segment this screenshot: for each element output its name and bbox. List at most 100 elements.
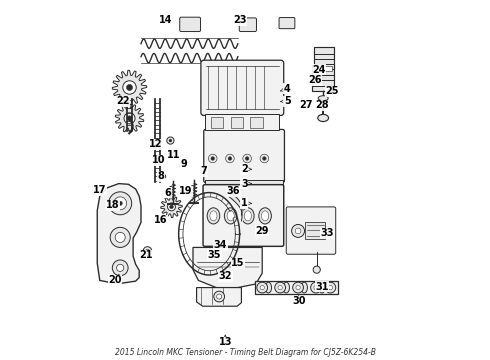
Ellipse shape [245, 211, 251, 221]
Ellipse shape [318, 114, 329, 122]
Circle shape [127, 116, 132, 121]
Bar [314, 66, 332, 71]
FancyBboxPatch shape [180, 17, 200, 32]
Text: 22: 22 [116, 96, 130, 106]
Text: 23: 23 [233, 15, 246, 26]
Polygon shape [161, 196, 182, 218]
Text: 24: 24 [312, 64, 325, 75]
Circle shape [325, 282, 336, 293]
Text: 7: 7 [200, 166, 207, 176]
Text: 1: 1 [241, 198, 251, 208]
Circle shape [275, 282, 286, 293]
Text: 21: 21 [140, 250, 153, 260]
Text: 28: 28 [315, 100, 329, 111]
FancyBboxPatch shape [201, 60, 284, 116]
Circle shape [219, 268, 225, 275]
Text: 2: 2 [241, 164, 251, 174]
Text: 15: 15 [231, 258, 245, 268]
Circle shape [170, 205, 173, 209]
Ellipse shape [262, 211, 269, 221]
Ellipse shape [224, 208, 237, 224]
Circle shape [169, 139, 172, 142]
Ellipse shape [158, 174, 166, 179]
Text: 8: 8 [157, 171, 164, 181]
Circle shape [313, 266, 320, 273]
Text: 9: 9 [180, 159, 187, 169]
FancyBboxPatch shape [203, 185, 284, 246]
Circle shape [260, 154, 269, 163]
Circle shape [295, 228, 301, 234]
Ellipse shape [160, 175, 164, 177]
Text: 25: 25 [325, 86, 339, 96]
Text: 10: 10 [152, 155, 166, 165]
Circle shape [153, 141, 160, 148]
Text: 12: 12 [149, 139, 163, 149]
Polygon shape [112, 70, 147, 105]
Circle shape [118, 201, 122, 206]
Text: 2015 Lincoln MKC Tensioner - Timing Belt Diagram for CJ5Z-6K254-B: 2015 Lincoln MKC Tensioner - Timing Belt… [115, 348, 375, 357]
Ellipse shape [159, 157, 163, 159]
Circle shape [117, 264, 124, 271]
Ellipse shape [227, 211, 234, 221]
Text: 13: 13 [219, 335, 232, 347]
Circle shape [114, 197, 126, 210]
Circle shape [228, 157, 232, 160]
Text: 35: 35 [208, 249, 221, 260]
Circle shape [314, 285, 318, 290]
Ellipse shape [157, 156, 165, 161]
Text: 17: 17 [93, 185, 106, 195]
Circle shape [123, 81, 136, 94]
Circle shape [155, 143, 158, 146]
FancyBboxPatch shape [279, 18, 295, 29]
Circle shape [293, 282, 303, 293]
Text: 14: 14 [159, 15, 173, 26]
Circle shape [311, 282, 321, 293]
Circle shape [214, 291, 224, 302]
Circle shape [296, 285, 300, 290]
Circle shape [263, 157, 266, 160]
Ellipse shape [283, 282, 290, 293]
Circle shape [143, 247, 152, 255]
Circle shape [110, 227, 130, 247]
Text: 32: 32 [219, 271, 232, 281]
Ellipse shape [301, 282, 307, 293]
Bar [250, 117, 263, 128]
Circle shape [245, 157, 249, 160]
FancyBboxPatch shape [239, 18, 256, 32]
Text: 5: 5 [281, 96, 291, 106]
Circle shape [260, 285, 265, 290]
Polygon shape [115, 104, 144, 133]
Circle shape [208, 154, 217, 163]
Ellipse shape [265, 282, 271, 293]
Bar [255, 281, 338, 294]
Text: 20: 20 [108, 275, 122, 285]
Circle shape [146, 249, 149, 253]
Ellipse shape [318, 96, 328, 101]
Text: 3: 3 [241, 179, 251, 189]
Text: 29: 29 [255, 226, 269, 236]
Bar [305, 222, 325, 239]
Ellipse shape [319, 282, 325, 293]
Text: 26: 26 [308, 75, 321, 85]
Bar [313, 65, 334, 91]
Bar [314, 46, 334, 69]
Circle shape [112, 260, 128, 276]
Polygon shape [97, 184, 141, 283]
FancyBboxPatch shape [204, 130, 285, 183]
Ellipse shape [259, 208, 271, 224]
Polygon shape [196, 288, 242, 306]
Text: 18: 18 [106, 200, 120, 210]
Circle shape [257, 282, 268, 293]
FancyBboxPatch shape [205, 180, 283, 187]
Text: 36: 36 [227, 186, 240, 197]
Circle shape [225, 154, 234, 163]
Bar [231, 117, 243, 128]
Ellipse shape [171, 154, 174, 156]
Ellipse shape [242, 208, 254, 224]
Text: 34: 34 [214, 240, 227, 250]
Circle shape [124, 113, 135, 124]
Circle shape [278, 285, 282, 290]
FancyBboxPatch shape [286, 207, 336, 254]
Text: 31: 31 [316, 282, 329, 292]
Text: 6: 6 [165, 188, 172, 198]
